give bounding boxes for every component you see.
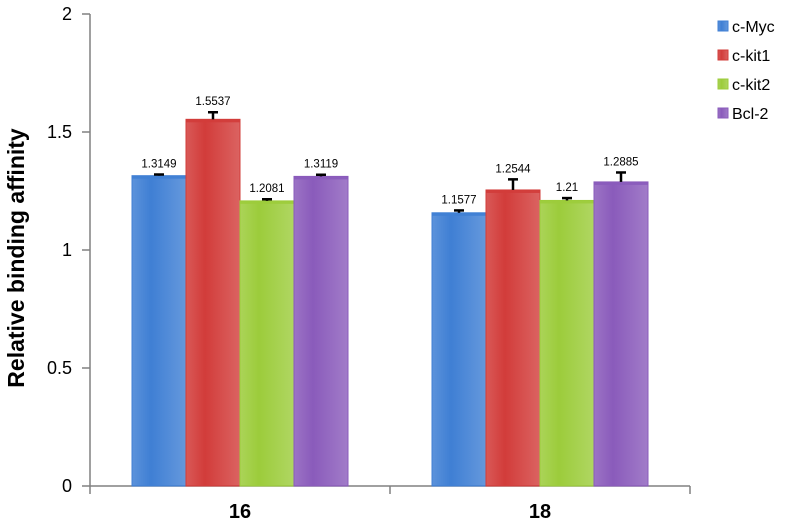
legend-label: c-Myc bbox=[732, 19, 775, 36]
bar-c-Myc-18 bbox=[431, 212, 487, 487]
bar-c-Myc-16 bbox=[131, 175, 187, 487]
legend-label: c-kit1 bbox=[732, 48, 770, 65]
y-axis-label: Relative binding affinity bbox=[3, 128, 29, 388]
bar-top-edge bbox=[294, 176, 348, 180]
y-tick-label: 1 bbox=[62, 240, 72, 260]
x-tick-label: 16 bbox=[229, 501, 251, 523]
bar-c-kit2-18 bbox=[539, 199, 595, 487]
bar-top-edge bbox=[486, 189, 540, 193]
data-labels: 1.3149 1.5537 1.2081 1.3119 1.1577 1.2544 1.21… bbox=[141, 96, 638, 206]
data-label: 1.21 bbox=[556, 182, 578, 194]
y-tick-label: 0.5 bbox=[47, 358, 72, 378]
bar-top-edge bbox=[240, 200, 294, 204]
data-label: 1.3149 bbox=[141, 159, 176, 171]
bars bbox=[131, 110, 649, 487]
x-tick-label: 18 bbox=[529, 501, 551, 523]
bar-top-edge bbox=[594, 181, 648, 185]
data-label: 1.1577 bbox=[441, 194, 476, 206]
legend-swatch bbox=[717, 20, 729, 32]
legend-swatch bbox=[717, 107, 729, 119]
legend-label: c-kit2 bbox=[732, 77, 770, 94]
bar-c-kit1-16 bbox=[185, 118, 241, 487]
data-label: 1.2081 bbox=[249, 183, 284, 195]
bar-top-edge bbox=[432, 212, 486, 216]
legend: c-Myc c-kit1 c-kit2 Bcl-2 bbox=[717, 19, 775, 123]
y-tick-label: 0 bbox=[62, 476, 72, 496]
data-label: 1.5537 bbox=[195, 96, 230, 108]
y-tick-label: 2 bbox=[62, 4, 72, 24]
legend-swatch bbox=[717, 78, 729, 90]
legend-label: Bcl-2 bbox=[732, 106, 769, 123]
data-label: 1.2544 bbox=[495, 163, 531, 175]
bar-top-edge bbox=[132, 175, 186, 179]
bar-c-kit2-16 bbox=[239, 200, 295, 487]
bar-top-edge bbox=[186, 119, 240, 123]
bar-top-edge bbox=[540, 200, 594, 204]
bar-c-kit1-18 bbox=[485, 189, 541, 487]
bar-Bcl-2-18 bbox=[593, 181, 649, 487]
y-tick-label: 1.5 bbox=[47, 122, 72, 142]
data-label: 1.2885 bbox=[603, 156, 638, 168]
legend-swatch bbox=[717, 49, 729, 61]
bar-Bcl-2-16 bbox=[293, 175, 349, 487]
data-label: 1.3119 bbox=[304, 159, 338, 171]
